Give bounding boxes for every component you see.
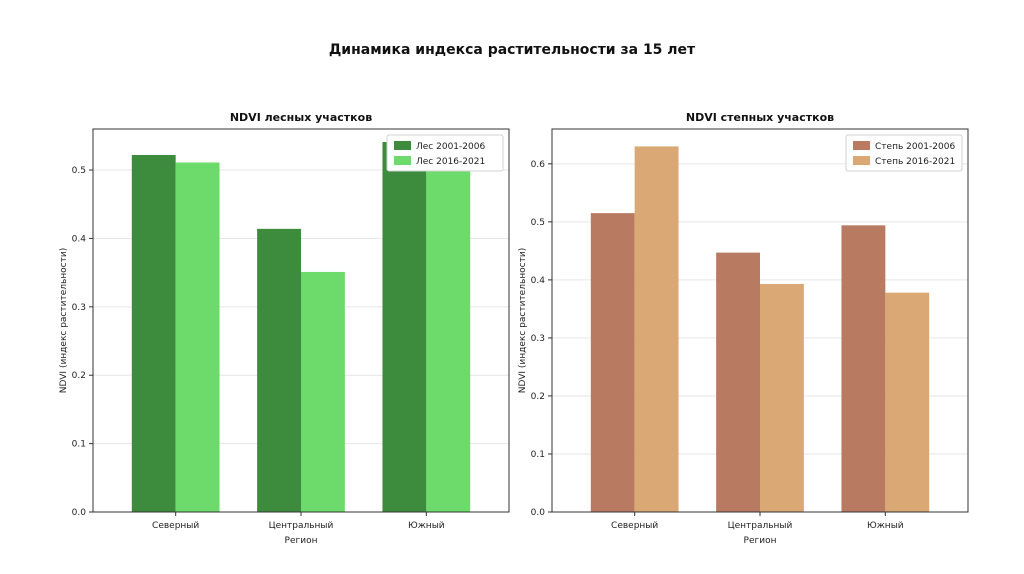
legend-label: Лес 2016-2021: [416, 157, 485, 167]
y-tick-label: 0.2: [531, 392, 545, 402]
y-tick-label: 0.2: [72, 371, 86, 381]
bar-Степь 2001-2006-Южный: [841, 225, 886, 512]
y-tick-label: 0.0: [72, 508, 87, 518]
x-tick-label: Центральный: [728, 521, 793, 531]
bar-Лес 2001-2006-Центральный: [257, 228, 301, 512]
legend-swatch: [853, 156, 870, 165]
x-axis-label: Регион: [744, 536, 777, 546]
bar-Лес 2001-2006-Южный: [382, 141, 427, 513]
y-tick-label: 0.1: [531, 450, 545, 460]
x-tick-label: Северный: [152, 521, 199, 531]
x-tick-label: Центральный: [269, 521, 334, 531]
chart-title: NDVI лесных участков: [230, 111, 372, 124]
bar-Лес 2016-2021-Северный: [175, 162, 220, 512]
x-tick-label: Северный: [611, 521, 658, 531]
figure-title: Динамика индекса растительности за 15 ле…: [328, 42, 696, 58]
bar-Степь 2016-2021-Северный: [634, 146, 679, 512]
legend: Степь 2001-2006 Степь 2016-2021: [845, 134, 963, 172]
y-axis-label: NDVI (индекс растительности): [518, 248, 528, 393]
legend-box: [845, 134, 963, 172]
y-tick-label: 0.3: [531, 334, 545, 344]
bar-Лес 2016-2021-Южный: [426, 165, 471, 512]
legend-box: [386, 134, 504, 172]
chart-panel-1: 0.0 0.1 0.2 0.3 0.4 0.5 Северный Центральный Южн…: [59, 111, 510, 546]
y-axis-label: NDVI (индекс растительности): [59, 248, 69, 393]
legend-swatch: [394, 156, 411, 165]
y-tick-label: 0.5: [531, 218, 545, 228]
y-tick-label: 0.3: [72, 303, 86, 313]
legend-label: Лес 2001-2006: [416, 142, 485, 152]
y-tick-label: 0.6: [531, 160, 546, 170]
y-tick-label: 0.4: [531, 276, 546, 286]
bar-Лес 2001-2006-Северный: [131, 154, 176, 512]
legend-label: Степь 2001-2006: [875, 142, 955, 152]
x-tick-label: Южный: [867, 521, 904, 531]
bar-Степь 2016-2021-Центральный: [760, 283, 804, 512]
y-tick-label: 0.5: [72, 166, 86, 176]
legend-swatch: [394, 141, 411, 150]
legend-label: Степь 2016-2021: [875, 157, 955, 167]
y-tick-label: 0.4: [72, 234, 87, 244]
bar-Степь 2001-2006-Северный: [590, 213, 635, 513]
x-axis-label: Регион: [285, 536, 318, 546]
y-tick-label: 0.0: [531, 508, 546, 518]
legend-swatch: [853, 141, 870, 150]
y-tick-label: 0.1: [72, 440, 86, 450]
bar-Степь 2001-2006-Центральный: [716, 252, 760, 512]
bar-Лес 2016-2021-Центральный: [301, 271, 345, 512]
legend: Лес 2001-2006 Лес 2016-2021: [386, 134, 504, 172]
bar-Степь 2016-2021-Южный: [885, 292, 930, 512]
x-tick-label: Южный: [408, 521, 445, 531]
chart-title: NDVI степных участков: [686, 111, 834, 124]
chart-panel-2: 0.0 0.1 0.2 0.3 0.4 0.5 0.6 Северный Центральный…: [518, 111, 969, 546]
